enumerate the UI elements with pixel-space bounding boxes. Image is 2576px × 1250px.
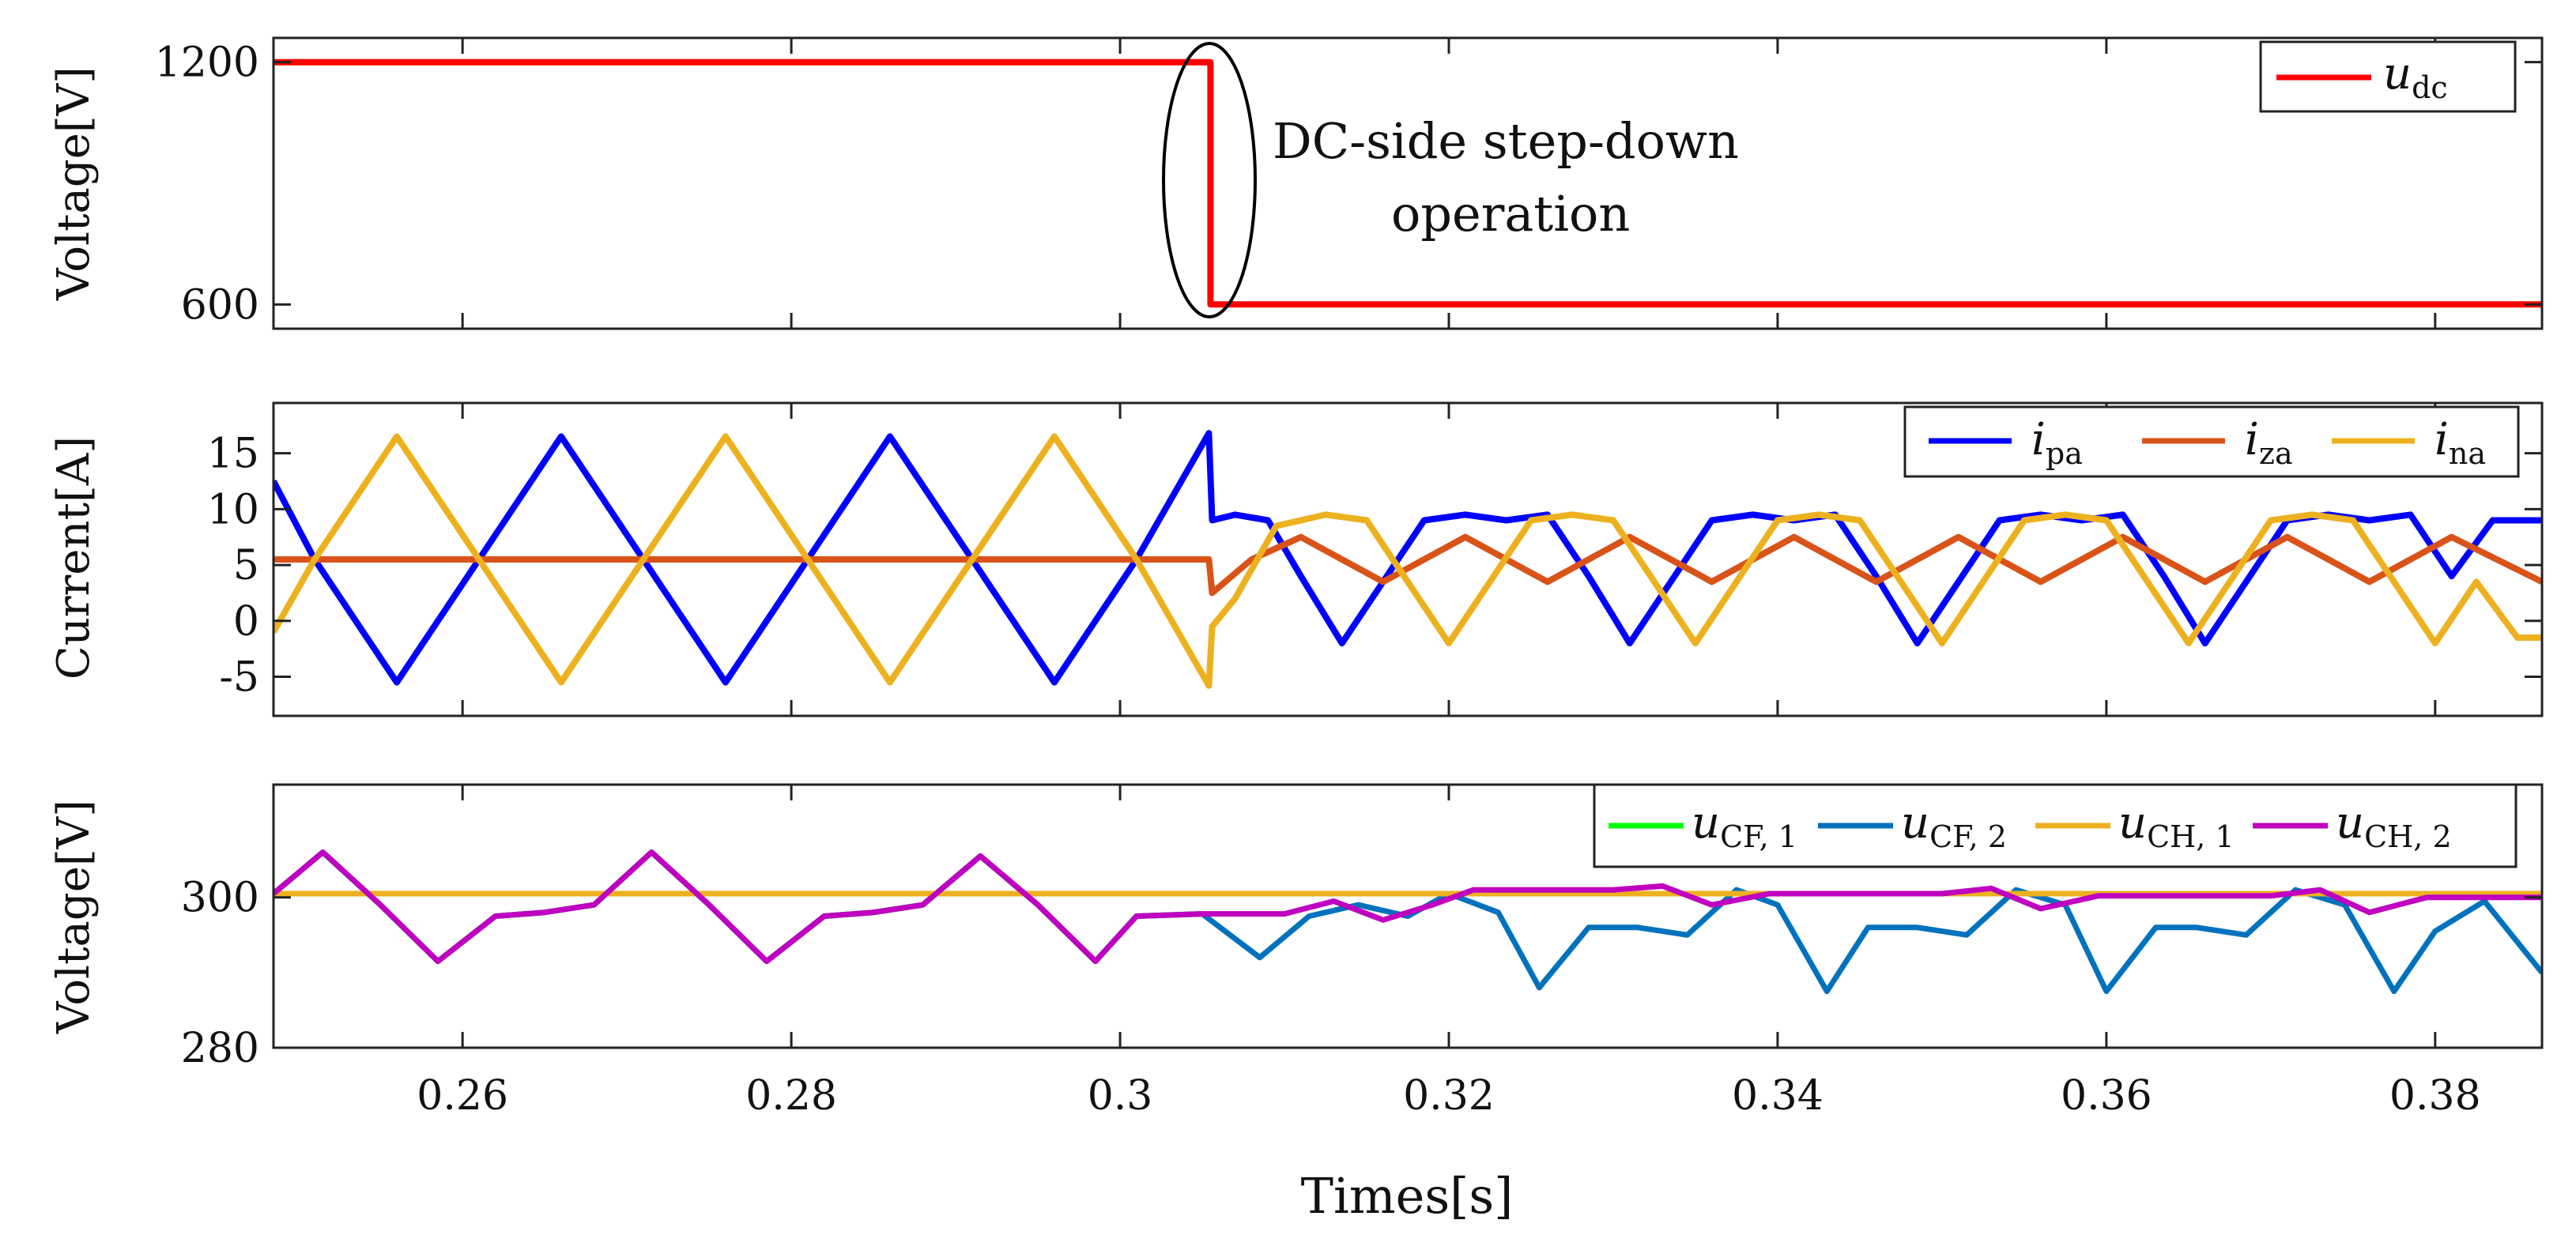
panel-middle-ticks: -5 0 5 10 15	[207, 403, 2542, 716]
legend-label-u-ch1: uCH, 1	[2118, 797, 2235, 854]
panel-bottom-legend: uCF, 1 uCF, 2 uCH, 1 uCH, 2	[1593, 783, 2518, 868]
panel-bottom: 280 300 0.26 0.28 0.3 0.32 0.34 0.36 0.38 Voltag…	[48, 783, 2544, 1225]
panel-bottom-ticks: 280 300 0.26 0.28 0.3 0.32 0.34 0.36 0.38	[181, 785, 2542, 1120]
y-tick-label: 600	[181, 281, 259, 329]
legend-label-u-dc: udc	[2383, 48, 2448, 105]
annotation-line-1: DC-side step-down	[1273, 112, 1739, 170]
series-line-i-pa	[273, 430, 2542, 686]
legend-label-u-cf2: uCF, 2	[1901, 797, 2007, 854]
panel-bottom-frame	[272, 783, 2544, 1049]
y-tick-label: 1200	[155, 40, 259, 87]
panel-middle-ylabel: Current[A]	[48, 436, 100, 680]
y-tick-label: 300	[181, 875, 259, 922]
legend-label-u-cf1: uCF, 1	[1692, 797, 1797, 854]
series-line-u-dc	[273, 58, 2542, 308]
y-tick-label: 280	[181, 1025, 259, 1072]
x-axis-label: Times[s]	[1301, 1167, 1514, 1225]
legend-label-i-na: ina	[2435, 414, 2486, 471]
x-tick-label: 0.3	[1088, 1072, 1153, 1120]
step-down-ellipse	[1162, 42, 1257, 318]
series-line-u-ch-2	[273, 849, 2542, 965]
panel-middle: -5 0 5 10 15 Current[A] ipa iza ina	[48, 401, 2544, 717]
y-tick-label: 10	[207, 486, 259, 533]
x-tick-label: 0.38	[2389, 1072, 2481, 1120]
panel-middle-series-layer	[273, 430, 2542, 689]
panel-middle-frame	[272, 401, 2544, 717]
series-line-i-na	[273, 433, 2542, 689]
legend-label-i-za: iza	[2245, 414, 2293, 471]
legend-label-i-pa: ipa	[2031, 414, 2083, 471]
panel-bottom-series-layer	[273, 849, 2542, 995]
panel-top-ylabel: Voltage[V]	[48, 66, 100, 301]
annotation-line-2: operation	[1391, 185, 1630, 243]
panel-bottom-ylabel: Voltage[V]	[48, 800, 100, 1034]
x-tick-label: 0.26	[417, 1072, 508, 1120]
x-tick-label: 0.34	[1732, 1072, 1824, 1120]
panel-top-ticks: 600 1200	[155, 38, 2542, 329]
panel-top-legend: udc	[2259, 40, 2517, 113]
y-tick-label: 15	[207, 431, 259, 478]
y-tick-label: -5	[219, 654, 259, 702]
panel-top: 600 1200 Voltage[V] DC-side step-down ope…	[48, 36, 2544, 330]
x-tick-label: 0.32	[1403, 1072, 1495, 1120]
panel-top-series-layer	[273, 58, 2542, 308]
panel-middle-legend: ipa iza ina	[1903, 405, 2520, 478]
y-tick-label: 5	[233, 542, 259, 589]
y-tick-label: 0	[233, 598, 259, 646]
panel-top-frame	[272, 36, 2544, 330]
legend-label-u-ch2: uCH, 2	[2336, 797, 2452, 854]
x-tick-label: 0.28	[745, 1072, 837, 1120]
x-tick-label: 0.36	[2061, 1072, 2152, 1120]
